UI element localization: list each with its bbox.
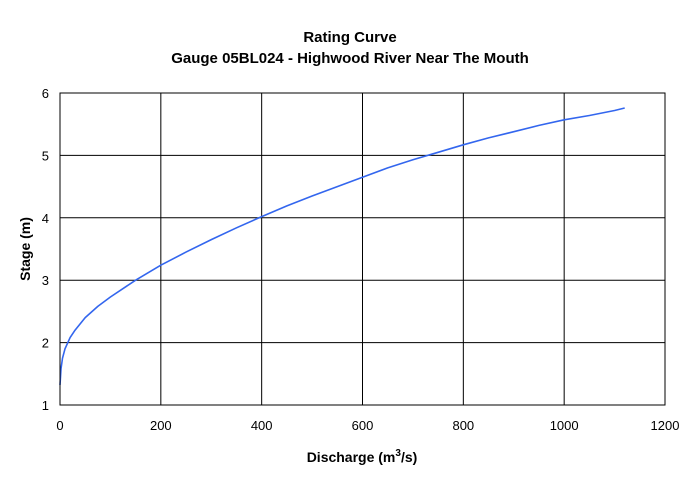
plot-area-frame — [59, 92, 666, 406]
y-axis-label: Stage (m) — [17, 217, 33, 281]
grid-lines — [60, 93, 665, 405]
x-tick-label: 0 — [56, 418, 63, 433]
y-tick-label: 1 — [42, 398, 49, 413]
y-tick-label: 4 — [42, 211, 49, 226]
x-tick-label: 1200 — [651, 418, 680, 433]
x-tick-label: 1000 — [550, 418, 579, 433]
y-tick-label: 3 — [42, 273, 49, 288]
y-tick-label: 2 — [42, 336, 49, 351]
tick-labels: 0 200 400 600 800 1000 1200 1 2 3 4 5 6 — [42, 86, 680, 433]
y-tick-label: 5 — [42, 148, 49, 163]
chart-subtitle: Gauge 05BL024 - Highwood River Near The … — [171, 50, 529, 67]
series-layer — [59, 107, 625, 386]
x-tick-label: 800 — [452, 418, 474, 433]
x-axis-label: Discharge (m3/s) — [307, 448, 418, 465]
chart-title: Rating Curve — [303, 29, 396, 46]
rating-curve-line — [59, 107, 625, 386]
x-tick-label: 200 — [150, 418, 172, 433]
x-tick-label: 400 — [251, 418, 273, 433]
x-tick-label: 600 — [352, 418, 374, 433]
y-tick-label: 6 — [42, 86, 49, 101]
